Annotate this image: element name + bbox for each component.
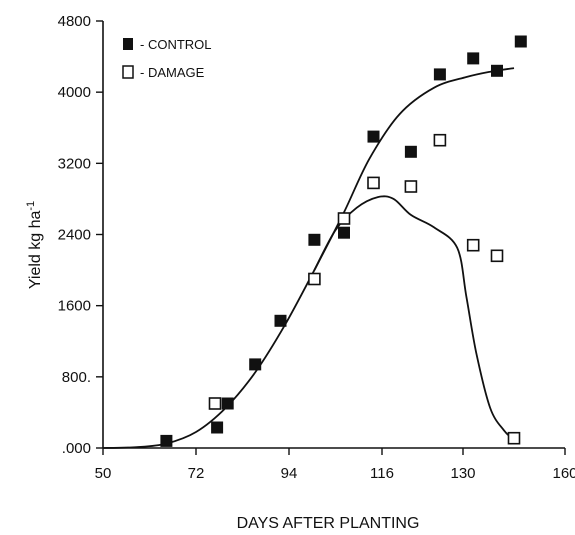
control-data-point: [308, 233, 321, 246]
fit-curves: [102, 67, 515, 449]
y-tick-label: 3200: [58, 155, 91, 172]
control-data-point: [404, 145, 417, 158]
control-data-point: [514, 35, 527, 48]
legend: - CONTROL - DAMAGE: [122, 37, 212, 80]
control-data-point: [160, 434, 173, 447]
x-tick-label: 94: [281, 465, 298, 482]
control-data-point: [211, 421, 224, 434]
x-tick-label: 50: [95, 465, 112, 482]
damage-data-point: [507, 431, 521, 445]
x-tick-label: 130: [450, 465, 475, 482]
x-tick-label: 116: [370, 465, 394, 482]
legend-marker-damage: [122, 65, 134, 79]
control-data-point: [338, 226, 350, 239]
damage-data-point: [433, 133, 447, 147]
control-data-point: [433, 68, 446, 81]
axes: [96, 20, 566, 455]
control-data-point: [249, 358, 262, 371]
control-fit-curve: [102, 67, 515, 449]
control-data-point: [274, 314, 287, 327]
data-points: [160, 35, 527, 447]
y-tick-label: 4800: [58, 13, 91, 30]
y-tick-label: 4000: [58, 84, 91, 101]
damage-data-point: [208, 397, 222, 410]
control-data-point: [367, 130, 380, 143]
damage-data-point: [466, 238, 480, 252]
y-axis-title: Yield kg ha-1: [25, 201, 44, 289]
y-tick-label: 800.: [62, 369, 91, 386]
tick-labels: 50 72 94 116 130 160 .000 800. 1600 2400 3200 4000 4…: [58, 13, 575, 482]
control-data-point: [221, 397, 234, 410]
y-axis-title-superscript: -1: [25, 201, 37, 211]
y-tick-label: 2400: [58, 227, 91, 244]
y-tick-label: 1600: [58, 298, 91, 315]
control-data-point: [467, 52, 480, 65]
legend-marker-control: [123, 38, 133, 50]
y-tick-label: .000: [62, 440, 91, 457]
damage-fit-curve: [313, 195, 515, 441]
damage-data-point: [308, 272, 321, 286]
x-tick-label: 72: [188, 465, 205, 482]
control-data-point: [491, 64, 503, 77]
legend-label-control: - CONTROL: [140, 37, 212, 52]
legend-label-damage: - DAMAGE: [140, 65, 205, 80]
damage-data-point: [404, 180, 418, 193]
x-tick-label: 160: [552, 465, 575, 482]
y-axis-title-main: Yield kg ha: [27, 211, 44, 290]
damage-data-point: [337, 212, 351, 225]
x-axis-title: DAYS AFTER PLANTING: [237, 515, 420, 532]
damage-data-point: [367, 176, 380, 190]
damage-data-point: [490, 249, 504, 263]
